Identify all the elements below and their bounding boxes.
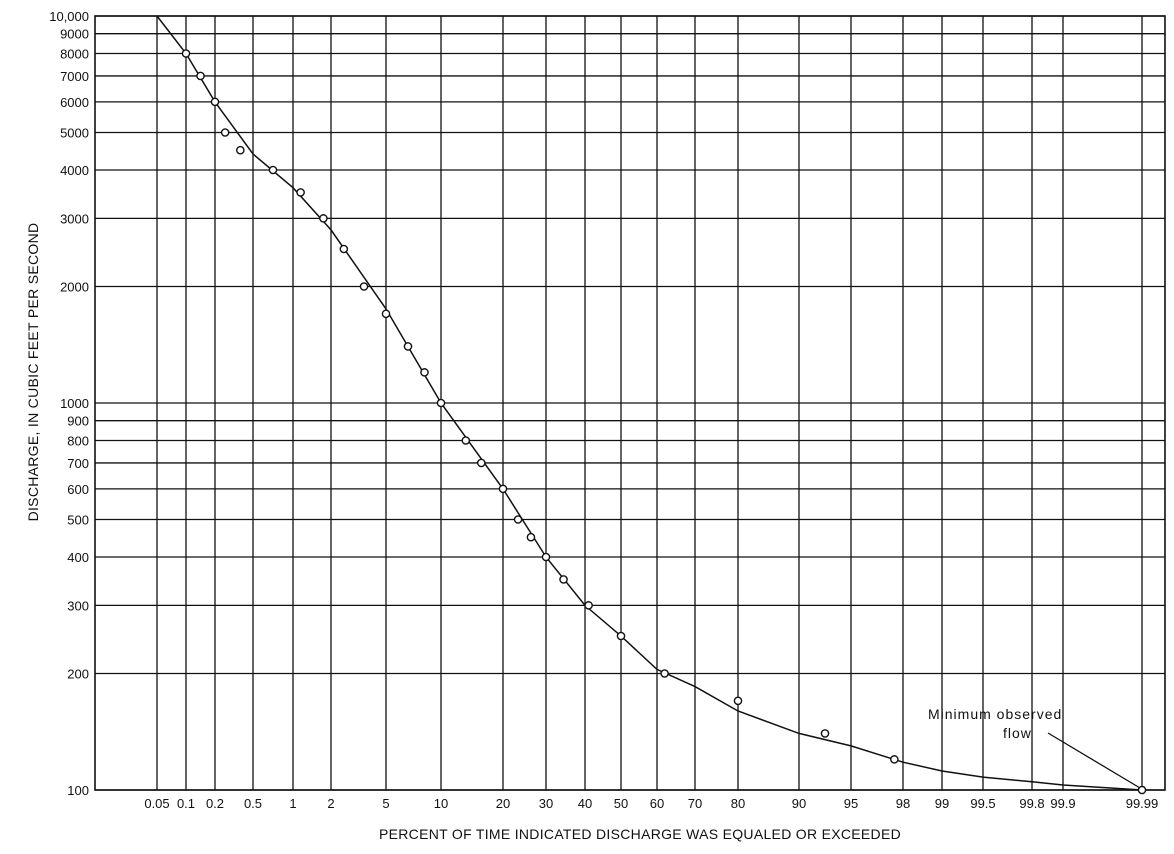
y-tick-label: 800 — [67, 434, 89, 449]
x-tick-labels: 0.05 0.1 0.2 0.5 1 2 5 10 20 30 40 50 60 70 80 90 95 98 99… — [144, 796, 1158, 811]
x-tick-label: 90 — [792, 796, 806, 811]
x-tick-label: 99.99 — [1126, 796, 1159, 811]
x-tick-label: 1 — [289, 796, 296, 811]
x-axis-title: PERCENT OF TIME INDICATED DISCHARGE WAS … — [379, 826, 901, 842]
x-tick-label: 99 — [935, 796, 949, 811]
y-tick-label: 9000 — [60, 27, 89, 42]
x-tick-label: 99.5 — [970, 796, 995, 811]
y-tick-label: 500 — [67, 512, 89, 527]
data-point — [559, 575, 568, 584]
data-point — [820, 729, 830, 738]
data-point — [196, 71, 205, 81]
annotation-leader-line — [1047, 732, 1141, 789]
x-tick-label: 80 — [731, 796, 745, 811]
y-tick-label: 3000 — [60, 211, 89, 226]
x-tick-label: 95 — [844, 796, 858, 811]
x-tick-label: 30 — [539, 796, 553, 811]
data-point — [236, 145, 245, 155]
data-point — [616, 631, 626, 641]
y-tick-label: 1000 — [60, 396, 89, 411]
x-tick-label: 50 — [614, 796, 628, 811]
horizontal-gridlines — [95, 15, 1165, 791]
x-tick-label: 0.2 — [206, 796, 224, 811]
y-tick-label: 7000 — [60, 69, 89, 84]
x-tick-label: 99.8 — [1019, 796, 1044, 811]
y-tick-label: 200 — [67, 667, 89, 682]
x-tick-label: 70 — [688, 796, 702, 811]
y-tick-label: 6000 — [60, 95, 89, 110]
x-tick-label: 5 — [382, 796, 389, 811]
y-tick-labels: 100 200 300 400 500 600 700 800 900 1000 2000 3000 4… — [49, 9, 89, 798]
data-points — [181, 49, 1147, 795]
data-point — [890, 755, 899, 764]
data-point — [526, 532, 536, 542]
y-tick-label: 100 — [67, 783, 89, 798]
x-tick-label: 10 — [434, 796, 448, 811]
y-tick-label: 700 — [67, 456, 89, 471]
data-point — [584, 601, 593, 610]
x-tick-label: 0.05 — [144, 796, 169, 811]
data-point — [498, 484, 508, 494]
y-tick-label: 10,000 — [49, 9, 89, 24]
y-tick-label: 900 — [67, 414, 89, 429]
x-tick-label: 2 — [327, 796, 334, 811]
y-tick-label: 300 — [67, 598, 89, 613]
y-tick-label: 400 — [67, 550, 89, 565]
annotation-label-line2: flow — [1003, 725, 1032, 741]
data-point — [541, 552, 551, 562]
data-point — [359, 282, 369, 291]
y-axis-title: DISCHARGE, IN CUBIC FEET PER SECOND — [25, 223, 41, 522]
data-point — [420, 368, 429, 377]
x-tick-label: 98 — [896, 796, 910, 811]
plot-frame — [94, 15, 1166, 791]
data-point — [476, 458, 486, 468]
y-tick-label: 2000 — [60, 280, 89, 295]
data-point — [660, 669, 669, 678]
data-point — [296, 188, 305, 197]
data-point — [268, 165, 278, 175]
data-point — [461, 436, 471, 445]
x-tick-label: 99.9 — [1050, 796, 1075, 811]
data-point — [339, 244, 349, 254]
x-tick-label: 40 — [578, 796, 592, 811]
data-point — [1137, 785, 1147, 795]
data-point — [513, 515, 523, 524]
data-point — [403, 342, 413, 351]
data-point — [733, 696, 743, 706]
x-tick-label: 0.1 — [177, 796, 195, 811]
data-point — [436, 398, 446, 408]
annotation-label-line1: Minimum observed — [928, 706, 1062, 722]
x-tick-label: 0.5 — [244, 796, 262, 811]
data-point — [381, 309, 391, 319]
y-tick-label: 5000 — [60, 125, 89, 140]
data-point — [181, 49, 191, 58]
x-tick-label: 20 — [496, 796, 510, 811]
y-tick-label: 8000 — [60, 47, 89, 62]
data-point — [220, 128, 230, 137]
x-tick-label: 60 — [650, 796, 664, 811]
data-point — [210, 97, 220, 107]
y-tick-label: 600 — [67, 482, 89, 497]
y-tick-label: 4000 — [60, 163, 89, 178]
data-point — [319, 214, 328, 223]
